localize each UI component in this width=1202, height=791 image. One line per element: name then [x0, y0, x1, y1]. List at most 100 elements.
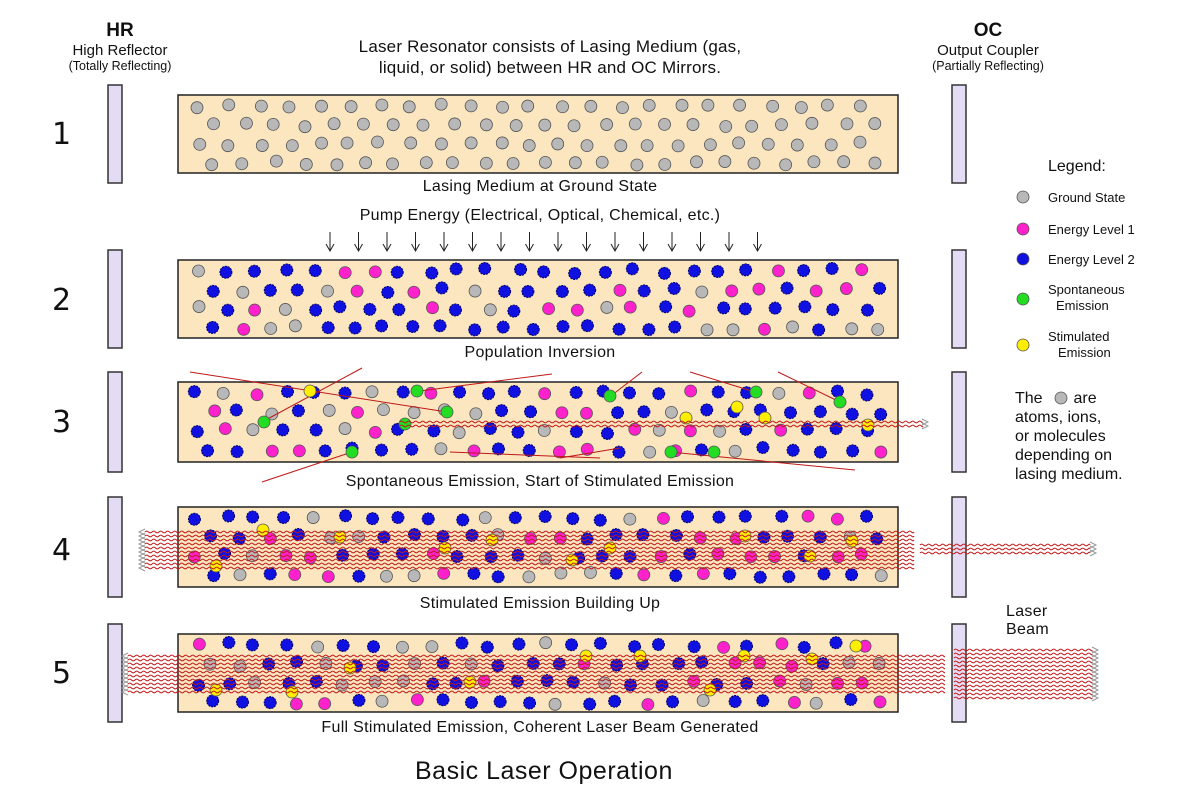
- legend-label-spontaneous-2: Emission: [1056, 298, 1109, 313]
- laser-beam-label-2: Beam: [1006, 621, 1049, 638]
- energy-level-1-atom: [570, 303, 584, 317]
- ground-state-atom: [521, 99, 535, 113]
- ground-state-atom: [306, 511, 320, 524]
- ground-state-atom: [794, 101, 808, 114]
- ground-state-atom: [745, 119, 759, 133]
- energy-level-2-atom: [738, 302, 752, 316]
- energy-level-2-atom: [308, 264, 322, 278]
- spontaneous-emission-atom: [410, 384, 424, 398]
- stage-number-4: 4: [52, 533, 72, 568]
- resonator-description: Laser Resonator consists of Lasing Mediu…: [240, 36, 860, 78]
- emission-ray: [611, 371, 643, 396]
- energy-level-1-atom: [553, 445, 566, 459]
- energy-level-1-atom: [427, 547, 440, 561]
- stage-caption-3: Spontaneous Emission, Start of Stimulate…: [345, 473, 735, 490]
- energy-level-2-atom: [566, 675, 580, 689]
- energy-level-1-atom: [752, 282, 766, 296]
- energy-level-2-atom: [309, 423, 323, 437]
- energy-level-2-atom: [797, 640, 811, 654]
- energy-level-1-atom: [265, 444, 279, 458]
- ground-state-atom: [192, 264, 205, 278]
- energy-level-1-atom: [682, 304, 696, 318]
- beam-wave: [144, 550, 915, 554]
- energy-level-2-atom: [514, 262, 528, 276]
- energy-level-1-atom: [693, 531, 707, 545]
- legend-item-stimulated: Stimulated Emission: [1048, 329, 1111, 361]
- ground-state-atom: [469, 407, 483, 421]
- energy-level-1-atom: [717, 640, 730, 654]
- energy-level-1-atom: [250, 388, 264, 402]
- ground-state-atom: [809, 696, 823, 710]
- energy-level-2-atom: [374, 443, 388, 457]
- energy-level-2-atom: [753, 570, 767, 584]
- ground-state-atom: [522, 139, 536, 152]
- energy-level-2-atom: [375, 319, 389, 333]
- ground-state-atom: [368, 675, 382, 689]
- ground-state-atom: [207, 117, 220, 131]
- energy-level-2-atom: [245, 638, 259, 652]
- ground-state-atom: [820, 98, 834, 112]
- energy-level-2-atom: [339, 509, 353, 523]
- energy-level-2-atom: [321, 321, 335, 335]
- energy-level-2-atom: [521, 284, 535, 298]
- stimulated-emission-atom: [703, 683, 717, 697]
- beam-arrowhead: [120, 688, 129, 696]
- energy-level-2-atom: [366, 547, 380, 561]
- energy-level-2-atom: [246, 510, 260, 524]
- energy-level-2-atom: [668, 320, 682, 334]
- emission-ray: [689, 371, 756, 393]
- ground-state-atom: [853, 135, 867, 149]
- energy-level-2-atom: [491, 570, 505, 584]
- energy-level-2-atom: [263, 283, 277, 297]
- energy-level-1-atom: [623, 300, 637, 314]
- energy-level-2-atom: [448, 303, 462, 317]
- ground-state-atom: [671, 139, 685, 153]
- stimulated-emission-atom: [209, 559, 223, 573]
- energy-level-2-atom: [496, 320, 510, 334]
- energy-level-2-atom: [309, 674, 323, 688]
- beam-wave: [127, 670, 946, 674]
- ground-state-atom: [600, 301, 614, 314]
- energy-level-2-atom: [600, 426, 614, 440]
- ground-state-atom: [357, 117, 370, 131]
- beam-wave: [144, 566, 915, 570]
- ground-state-atom: [330, 158, 344, 172]
- ground-state-atom: [193, 137, 207, 151]
- beam-arrowhead: [1089, 549, 1098, 557]
- energy-level-2-atom: [657, 266, 671, 280]
- hr-mirror: [107, 623, 123, 723]
- beam-wave: [144, 538, 915, 542]
- pump-arrowhead: [525, 243, 534, 253]
- beam-wave: [144, 534, 915, 538]
- beam-wave: [953, 676, 1093, 680]
- energy-level-2-atom: [219, 265, 233, 279]
- ground-state-atom: [221, 139, 235, 153]
- energy-level-1-atom: [725, 284, 739, 298]
- energy-level-2-atom: [695, 655, 709, 669]
- beam-wave: [399, 424, 924, 428]
- energy-level-2-atom: [453, 385, 467, 399]
- pump-arrowhead: [753, 243, 762, 253]
- energy-level-2-atom: [566, 512, 580, 526]
- energy-level-2-atom: [478, 262, 492, 276]
- energy-level-1-atom: [809, 284, 823, 298]
- energy-level-2-atom: [598, 265, 612, 279]
- stage-number-3: 3: [52, 405, 72, 440]
- energy-level-2-atom: [565, 638, 579, 652]
- energy-level-1-atom: [785, 659, 799, 673]
- energy-level-2-atom: [276, 423, 290, 437]
- ground-state-atom: [407, 406, 421, 419]
- beam-wave: [399, 420, 924, 424]
- ground-state-atom: [386, 118, 400, 132]
- energy-level-2-atom: [366, 512, 380, 526]
- laser-beam-label-1: Laser: [1006, 603, 1048, 620]
- ground-state-atom: [278, 303, 292, 316]
- stage-4-beam-inside: [137, 528, 915, 572]
- energy-level-2-atom: [826, 303, 840, 317]
- stimulated-emission-atom: [758, 411, 772, 425]
- atom-note-line-2: atoms, ions,: [1015, 409, 1102, 426]
- ground-state-atom: [365, 385, 379, 399]
- ground-state-atom: [311, 640, 325, 654]
- energy-level-2-atom: [637, 284, 651, 298]
- energy-level-2-atom: [786, 443, 800, 457]
